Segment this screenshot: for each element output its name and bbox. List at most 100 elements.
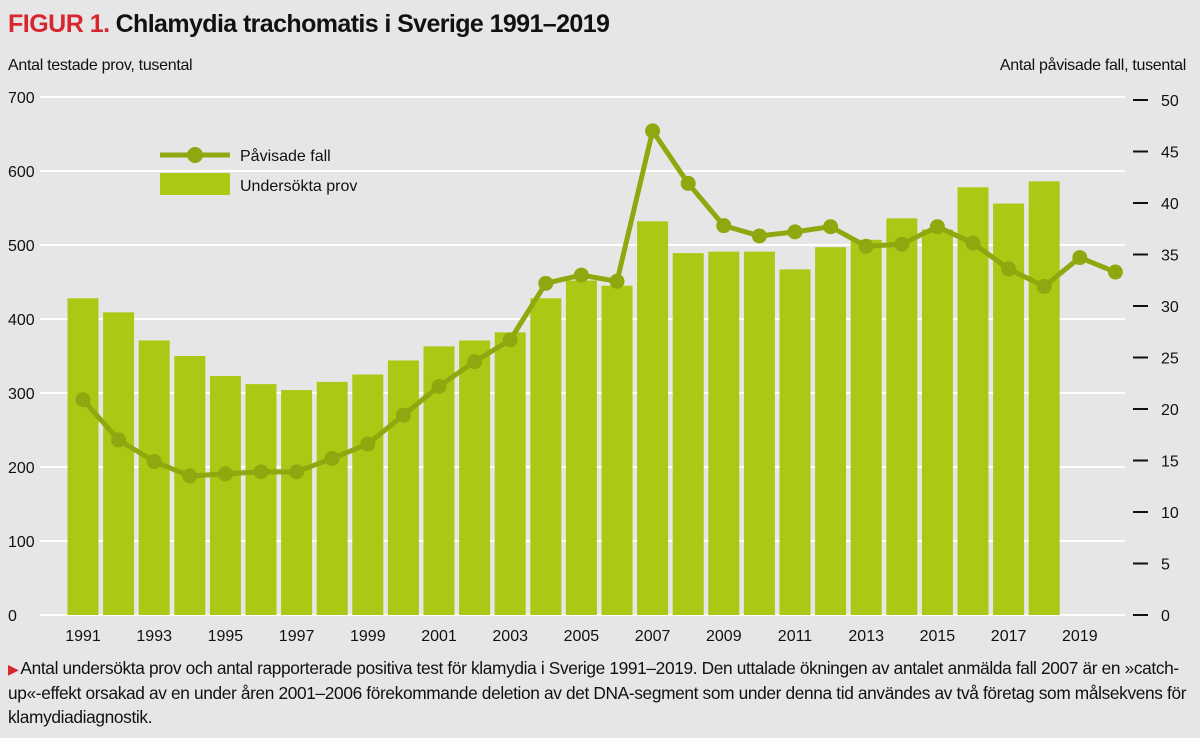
legend-bar-swatch <box>160 173 230 195</box>
x-tick-label: 1999 <box>350 628 386 645</box>
point-1994 <box>182 468 198 484</box>
x-tick-label: 2007 <box>635 628 671 645</box>
right-tick-label: 10 <box>1161 505 1179 522</box>
point-2007 <box>645 123 661 139</box>
bar-2006 <box>601 285 633 615</box>
point-2016 <box>965 235 981 251</box>
bar-2005 <box>565 280 597 615</box>
bar-2002 <box>459 340 491 615</box>
left-tick-label: 500 <box>8 238 35 255</box>
point-2003 <box>502 332 518 348</box>
point-2005 <box>573 267 589 283</box>
legend-label-bar: Undersökta prov <box>240 178 357 195</box>
left-axis-ticks: 0 100 200 300 400 500 600 700 <box>8 90 35 625</box>
left-tick-label: 600 <box>8 164 35 181</box>
point-2001 <box>431 378 447 394</box>
point-2002 <box>467 354 483 370</box>
right-tick-label: 30 <box>1161 299 1179 316</box>
x-tick-label: 2013 <box>848 628 884 645</box>
legend-label-line: Påvisade fall <box>240 147 331 165</box>
caption-marker: ▶ <box>8 661 19 677</box>
point-2019 <box>1072 250 1088 266</box>
x-tick-label: 2005 <box>564 628 600 645</box>
point-2000 <box>395 407 411 423</box>
x-tick-label: 2017 <box>991 628 1027 645</box>
chart: 0 100 200 300 400 500 600 700 0 5 10 15 20 25 30 35 40 4… <box>8 90 1179 645</box>
x-tick-label: 1997 <box>279 628 315 645</box>
bar-2000 <box>387 360 419 615</box>
legend: Påvisade fall Undersökta prov <box>160 147 357 195</box>
bar-series <box>67 181 1060 616</box>
bar-2008 <box>672 253 704 615</box>
point-2017 <box>1001 261 1017 277</box>
bar-2010 <box>743 251 775 615</box>
right-tick-label: 50 <box>1161 93 1179 110</box>
caption-text: Antal undersökta prov och antal rapporte… <box>8 658 1187 727</box>
line-series <box>75 123 1123 484</box>
right-tick-label: 45 <box>1161 145 1179 162</box>
point-1998 <box>324 450 340 466</box>
point-2008 <box>680 175 696 191</box>
right-tick-label: 40 <box>1161 196 1179 213</box>
bar-1998 <box>316 381 348 615</box>
x-tick-label: 2015 <box>920 628 956 645</box>
x-axis-ticks: 1991 1993 1995 1997 1999 2001 2003 2005 2007 2009… <box>65 628 1097 645</box>
figure-title: FIGUR 1. Chlamydia trachomatis i Sverige … <box>8 10 610 39</box>
point-2018 <box>1036 278 1052 294</box>
bar-2003 <box>494 332 526 615</box>
point-2009 <box>716 218 732 234</box>
left-axis-title: Antal testade prov, tusental <box>8 57 193 74</box>
bar-1995 <box>209 375 241 615</box>
bar-2015 <box>921 229 953 615</box>
point-2006 <box>609 273 625 289</box>
x-tick-label: 1993 <box>136 628 172 645</box>
bar-2012 <box>815 247 847 615</box>
left-tick-label: 100 <box>8 534 35 551</box>
point-2011 <box>787 224 803 240</box>
point-2014 <box>894 236 910 252</box>
x-tick-label: 2009 <box>706 628 742 645</box>
right-tick-label: 5 <box>1161 557 1170 574</box>
x-tick-label: 2003 <box>492 628 528 645</box>
legend-marker-swatch <box>187 147 203 163</box>
point-1996 <box>253 464 269 480</box>
bar-2009 <box>708 251 740 615</box>
bar-1999 <box>352 374 384 615</box>
bar-1997 <box>281 390 313 615</box>
figure-caption: ▶ Antal undersökta prov och antal rapport… <box>8 656 1193 729</box>
point-1991 <box>75 392 91 408</box>
bar-1992 <box>103 312 135 615</box>
point-2013 <box>858 238 874 254</box>
bar-2013 <box>850 239 882 615</box>
right-tick-label: 35 <box>1161 248 1179 265</box>
point-2004 <box>538 275 554 291</box>
x-tick-label: 2019 <box>1062 628 1098 645</box>
right-tick-label: 20 <box>1161 402 1179 419</box>
bar-2007 <box>637 221 669 615</box>
point-1995 <box>217 466 233 482</box>
point-1999 <box>360 436 376 452</box>
bar-1991 <box>67 298 99 615</box>
right-axis-title: Antal påvisade fall, tusental <box>999 57 1186 74</box>
x-tick-label: 2001 <box>421 628 457 645</box>
bar-2004 <box>530 298 562 615</box>
left-tick-label: 200 <box>8 460 35 477</box>
right-tick-label: 25 <box>1161 351 1179 368</box>
right-tick-label: 0 <box>1161 608 1170 625</box>
left-tick-label: 400 <box>8 312 35 329</box>
bar-1996 <box>245 384 277 615</box>
bar-2018 <box>1028 181 1060 616</box>
left-tick-label: 0 <box>8 608 17 625</box>
x-tick-label: 1995 <box>208 628 244 645</box>
point-1997 <box>289 464 305 480</box>
right-tick-label: 15 <box>1161 454 1179 471</box>
bar-2016 <box>957 187 989 615</box>
point-2020 <box>1107 264 1123 280</box>
x-tick-label: 2011 <box>778 628 813 645</box>
x-tick-label: 1991 <box>65 628 101 645</box>
point-2010 <box>751 228 767 244</box>
point-2012 <box>823 219 839 235</box>
bar-2014 <box>886 218 918 616</box>
left-tick-label: 700 <box>8 90 35 107</box>
